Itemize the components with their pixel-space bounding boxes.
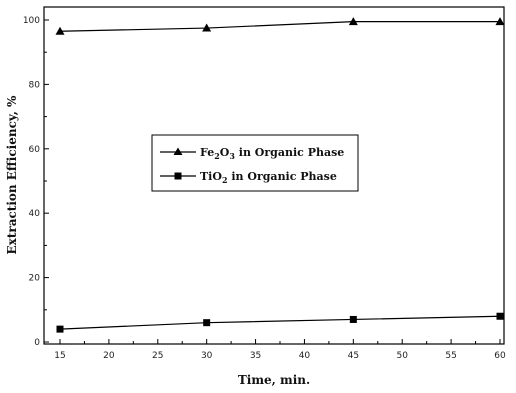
x-tick-label: 50: [396, 351, 408, 361]
series-0-line: [59, 21, 500, 32]
series-layer: [55, 17, 505, 333]
x-tick-label: 30: [201, 351, 213, 361]
x-axis-title: Time, min.: [238, 373, 310, 387]
legend-2-rest: in Organic Phase: [228, 170, 337, 183]
x-tick-label: 45: [348, 351, 359, 361]
y-tick-label: 60: [29, 145, 41, 155]
series-1-point: [349, 315, 357, 323]
plot-frame: [43, 6, 505, 345]
series-1-line: [59, 315, 501, 330]
legend-1-sub2: 3: [229, 151, 235, 161]
legend-1-base: Fe: [200, 146, 214, 159]
x-tick-label: 55: [445, 351, 456, 361]
legend: Fe2O3 in Organic Phase TiO2 in Organic P…: [151, 134, 359, 192]
x-tick-label: 20: [103, 351, 115, 361]
y-tick-label: 80: [29, 80, 41, 90]
y-tick-label: 100: [23, 16, 40, 26]
legend-1-mid: O: [220, 146, 230, 159]
series-0-point: [202, 23, 212, 32]
legend-label-fe2o3: Fe2O3 in Organic Phase: [200, 146, 344, 161]
legend-box: [151, 134, 359, 192]
legend-2-sub1: 2: [222, 175, 228, 185]
series-0-point: [495, 17, 505, 26]
legend-1-rest: in Organic Phase: [235, 146, 344, 159]
series-1-point: [203, 319, 211, 327]
x-tick-label: 60: [494, 351, 506, 361]
legend-label-tio2: TiO2 in Organic Phase: [200, 170, 337, 185]
series-0-point: [348, 17, 358, 26]
x-tick-label: 40: [299, 351, 311, 361]
legend-marker-triangle: [173, 147, 183, 155]
legend-marker-square: [174, 172, 182, 180]
y-tick-label: 0: [34, 338, 40, 348]
x-tick-label: 35: [250, 351, 261, 361]
series-1-point: [56, 325, 64, 333]
y-axis-title: Extraction Efficiency, %: [5, 95, 19, 255]
y-tick-label: 40: [29, 209, 41, 219]
legend-2-base: TiO: [200, 170, 222, 183]
y-axis-ticks: 0 20 40 60 80 100: [23, 16, 49, 348]
legend-1-sub1: 2: [214, 151, 220, 161]
x-tick-label: 25: [152, 351, 163, 361]
series-0-point: [55, 26, 65, 35]
y-tick-label: 20: [29, 274, 41, 284]
x-axis-ticks: 15 20 25 30 35 40 45 50 55 60: [54, 339, 506, 361]
series-1-point: [496, 312, 504, 320]
x-tick-label: 15: [54, 351, 65, 361]
